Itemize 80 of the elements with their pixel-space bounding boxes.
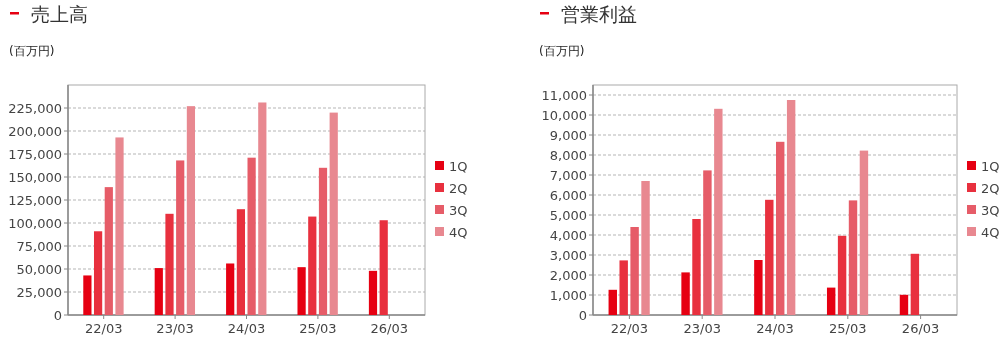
y-tick-label: 7,000 <box>549 167 587 183</box>
y-tick-label: 25,000 <box>16 284 62 300</box>
bar <box>83 275 92 315</box>
legend-label: 3Q <box>449 202 468 218</box>
x-tick-label: 24/03 <box>756 321 794 336</box>
bar <box>379 220 388 315</box>
bar <box>641 181 650 315</box>
legend-label: 2Q <box>981 180 1000 196</box>
y-tick-label: 0 <box>53 307 62 323</box>
bar <box>104 187 113 315</box>
y-tick-label: 200,000 <box>8 123 62 139</box>
bar <box>837 235 847 315</box>
bar <box>681 272 690 315</box>
legend-label: 4Q <box>449 224 468 240</box>
legend-label: 3Q <box>981 202 1000 218</box>
y-tick-label: 0 <box>578 307 587 323</box>
x-tick-label: 26/03 <box>370 321 409 336</box>
x-tick-label: 25/03 <box>829 321 867 336</box>
y-tick-label: 225,000 <box>8 100 62 116</box>
bar <box>93 231 103 315</box>
y-tick-label: 4,000 <box>549 227 587 243</box>
bar <box>910 253 920 315</box>
y-tick-label: 125,000 <box>8 192 62 208</box>
y-tick-label: 5,000 <box>549 207 587 223</box>
bar <box>318 167 328 315</box>
bar <box>714 108 723 315</box>
bar <box>368 270 378 315</box>
bar <box>619 260 628 315</box>
bar <box>786 100 796 315</box>
bar <box>236 209 245 315</box>
bar <box>608 289 617 315</box>
x-tick-label: 23/03 <box>683 321 721 336</box>
legend-label: 1Q <box>449 158 468 174</box>
y-axis-title: (百万円) <box>539 44 585 58</box>
x-tick-label: 23/03 <box>156 321 194 336</box>
bar <box>176 160 185 315</box>
bar <box>329 112 338 315</box>
y-tick-label: 3,000 <box>549 247 587 263</box>
bar <box>848 200 858 315</box>
bar <box>154 268 163 315</box>
legend-label: 4Q <box>981 224 1000 240</box>
bar <box>165 213 174 315</box>
bar <box>226 263 235 315</box>
bar <box>115 137 124 315</box>
y-tick-label: 10,000 <box>541 107 587 123</box>
bar <box>630 227 639 315</box>
y-tick-label: 9,000 <box>549 127 587 143</box>
x-tick-label: 22/03 <box>84 321 123 336</box>
legend-label: 1Q <box>981 158 1000 174</box>
y-tick-label: 75,000 <box>16 238 62 254</box>
bar <box>899 294 909 315</box>
bar <box>754 260 763 315</box>
y-tick-label: 11,000 <box>541 87 587 103</box>
bar <box>776 141 785 315</box>
bar <box>297 267 306 315</box>
y-axis-title: (百万円) <box>9 44 55 58</box>
y-tick-label: 100,000 <box>8 215 62 231</box>
legend-label: 2Q <box>449 180 468 196</box>
x-tick-label: 26/03 <box>901 321 940 336</box>
bar <box>308 216 317 315</box>
bar <box>826 287 836 315</box>
bar <box>703 170 712 315</box>
y-tick-label: 2,000 <box>549 267 587 283</box>
bar <box>186 106 196 315</box>
x-tick-label: 22/03 <box>610 321 649 336</box>
y-tick-label: 175,000 <box>8 146 62 162</box>
y-tick-label: 1,000 <box>549 287 587 303</box>
bar <box>765 199 774 315</box>
x-tick-label: 24/03 <box>227 321 266 336</box>
chart-title: 営業利益 <box>561 3 637 25</box>
x-tick-label: 25/03 <box>299 321 337 336</box>
chart-title: 売上高 <box>31 3 88 25</box>
bar <box>258 102 267 315</box>
y-tick-label: 8,000 <box>549 147 587 163</box>
bar <box>692 219 701 315</box>
bar <box>859 150 869 315</box>
y-tick-label: 150,000 <box>8 169 62 185</box>
bar <box>247 157 256 315</box>
y-tick-label: 50,000 <box>16 261 62 277</box>
y-tick-label: 6,000 <box>549 187 587 203</box>
